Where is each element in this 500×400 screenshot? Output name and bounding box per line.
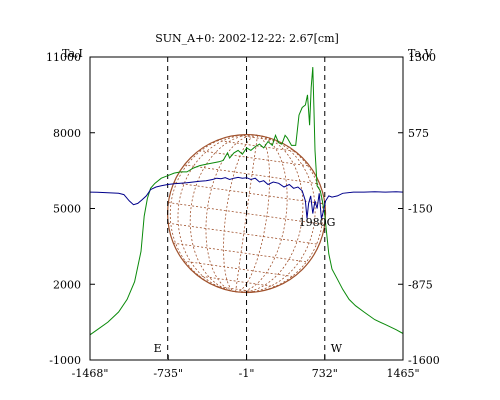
right-tick-label: -1600: [408, 354, 440, 367]
left-tick-label: 11000: [46, 51, 81, 64]
axes: -1000 2000 5000 8000 11000 -1600 -875 -150 575 13…: [46, 51, 440, 380]
x-tick-label: -735": [153, 367, 183, 380]
longitude-line: [223, 134, 258, 293]
left-tick-label: 8000: [53, 127, 81, 140]
longitude-line: [205, 134, 258, 293]
x-tick-label: 732": [312, 367, 338, 380]
latitude-line: [215, 285, 257, 293]
x-tick-label: -1468": [72, 367, 109, 380]
latitude-line: [236, 134, 278, 142]
right-tick-label: -875: [408, 278, 433, 291]
right-tick-label: -150: [408, 203, 433, 216]
left-axis-label: Ta,I: [62, 47, 83, 60]
right-tick-label: 575: [408, 127, 429, 140]
longitude-line: [170, 134, 258, 293]
limb-label: E: [154, 342, 162, 355]
longitude-line: [235, 135, 258, 292]
series-line: [89, 176, 404, 219]
series: [89, 67, 404, 336]
chart-title: SUN_A+0: 2002-12-22: 2.67[cm]: [155, 32, 339, 45]
right-tick-label: 1300: [408, 51, 436, 64]
latitude-line: [197, 275, 277, 288]
left-tick-label: 5000: [53, 203, 81, 216]
longitude-line: [189, 134, 258, 293]
latitude-line: [184, 164, 320, 185]
latitude-line: [173, 242, 309, 263]
latitude-line: [198, 150, 310, 167]
limb-label: W: [331, 342, 343, 355]
latitude-line: [168, 222, 320, 245]
right-axis-label: Ta,V: [408, 47, 434, 60]
longitude-line: [235, 134, 324, 293]
longitude-line: [235, 134, 288, 293]
x-tick-label: 1465": [386, 367, 419, 380]
left-tick-label: 2000: [53, 278, 81, 291]
x-tick-label: -1": [239, 367, 255, 380]
latitude-line: [183, 260, 295, 278]
latitude-line: [173, 182, 325, 205]
annotations: 1980G: [299, 216, 336, 229]
latitude-line: [216, 139, 296, 152]
annotation: 1980G: [299, 216, 336, 229]
series-line: [89, 67, 404, 336]
left-tick-label: -1000: [49, 354, 81, 367]
